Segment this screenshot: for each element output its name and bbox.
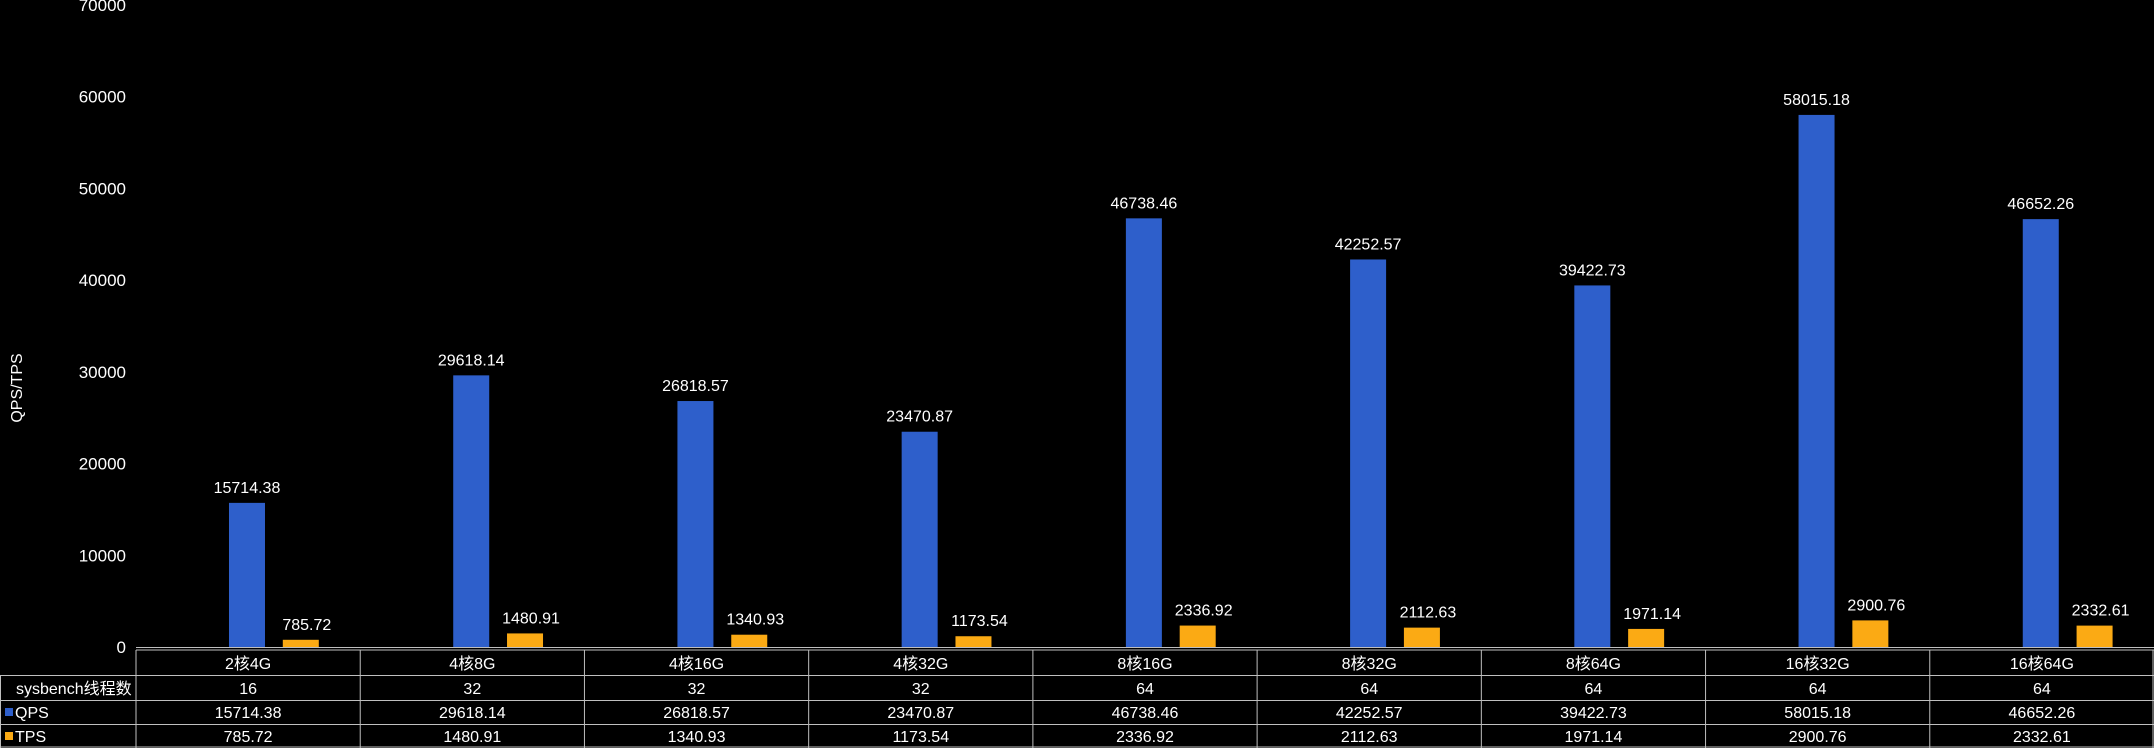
category-label: 8核64G: [1566, 655, 1621, 673]
qps-bar: [1798, 114, 1835, 648]
tps-bar: [1628, 628, 1665, 647]
category-label: 16核64G: [2010, 655, 2074, 673]
category-label: 4核8G: [449, 655, 495, 673]
qps-bar: [453, 375, 490, 647]
table-cell: 16: [239, 681, 257, 698]
tps-bar: [955, 636, 992, 647]
table-cell: 46738.46: [1112, 705, 1179, 722]
y-tick-label: 70000: [79, 0, 126, 15]
category-label: 2核4G: [225, 655, 271, 673]
table-cell: 15714.38: [215, 705, 282, 722]
qps-data-label: 42252.57: [1335, 236, 1402, 253]
table-cell: 42252.57: [1336, 705, 1403, 722]
table-cell: 26818.57: [663, 705, 730, 722]
table-cell: 2336.92: [1116, 729, 1174, 746]
y-axis-title: QPS/TPS: [9, 353, 26, 422]
tps-legend-swatch: [5, 732, 13, 740]
qps-bar: [901, 431, 938, 647]
qps-data-label: 39422.73: [1559, 262, 1626, 279]
tps-bar: [282, 639, 319, 647]
table-cell: 46652.26: [2009, 705, 2076, 722]
table-cell: 32: [912, 681, 930, 698]
table-cell: 32: [688, 681, 706, 698]
table-cell: 58015.18: [1784, 705, 1851, 722]
tps-data-label: 1971.14: [1623, 606, 1681, 623]
bars: 15714.38 29618.14 26818.57 23470.87 46738.46…: [136, 92, 2154, 648]
qps-legend-swatch: [5, 708, 13, 716]
legend-label: TPS: [15, 729, 46, 746]
tps-data-label: 2112.63: [1400, 605, 1457, 622]
y-tick-label: 20000: [79, 455, 126, 474]
legend-label: QPS: [15, 705, 49, 722]
category-label: 4核32G: [893, 655, 948, 673]
table-cell: 2112.63: [1341, 729, 1398, 746]
tps-data-label: 1173.54: [951, 613, 1008, 630]
tps-bar: [2076, 625, 2113, 647]
qps-data-label: 46738.46: [1111, 195, 1178, 212]
row-label: sysbench线程数: [16, 680, 132, 698]
table-cell: 785.72: [224, 729, 273, 746]
tps-bar: [507, 633, 544, 647]
table-cell: 23470.87: [887, 705, 954, 722]
table-cell: 2900.76: [1789, 729, 1847, 746]
table-cell: 1971.14: [1565, 729, 1623, 746]
tps-bar: [1403, 627, 1440, 647]
category-label: 8核32G: [1342, 655, 1397, 673]
qps-bar: [1350, 259, 1387, 647]
table-cell: 64: [1360, 681, 1378, 698]
table-cell: 64: [2033, 681, 2051, 698]
y-tick-label: 60000: [79, 88, 126, 107]
y-tick-label: 40000: [79, 271, 126, 290]
y-tick-label: 0: [117, 638, 126, 657]
y-tick-label: 50000: [79, 179, 126, 198]
qps-bar: [2022, 219, 2059, 647]
y-tick-label: 10000: [79, 546, 126, 565]
qps-bar: [1125, 218, 1162, 647]
table-cell: 39422.73: [1560, 705, 1627, 722]
y-axis: 0 10000 20000 30000 40000 50000 60000 70000: [79, 0, 126, 657]
tps-data-label: 1340.93: [726, 612, 784, 629]
category-label: 4核16G: [669, 655, 724, 673]
tps-data-label: 2900.76: [1847, 597, 1905, 614]
tps-bar: [731, 634, 768, 647]
tps-data-label: 1480.91: [502, 610, 560, 627]
table-cell: 64: [1585, 681, 1603, 698]
table-cell: 64: [1136, 681, 1154, 698]
tps-data-label: 785.72: [282, 617, 331, 634]
table-cell: 1480.91: [443, 729, 501, 746]
table-cell: 32: [463, 681, 481, 698]
table-cell: 2332.61: [2013, 729, 2071, 746]
qps-data-label: 15714.38: [214, 480, 281, 497]
tps-bar: [1179, 625, 1216, 647]
data-table: 2核4G 4核8G 4核16G 4核32G 8核16G 8核32G 8核64G 16核32G 1…: [0, 649, 2154, 748]
qps-data-label: 26818.57: [662, 378, 729, 395]
qps-data-label: 29618.14: [438, 352, 505, 369]
qps-data-label: 46652.26: [2007, 196, 2074, 213]
tps-data-label: 2332.61: [2072, 603, 2130, 620]
table-cell: 29618.14: [439, 705, 506, 722]
qps-bar: [677, 401, 714, 647]
qps-bar: [1574, 285, 1611, 647]
qps-bar: [228, 502, 265, 647]
category-label: 8核16G: [1117, 655, 1172, 673]
table-cell: 64: [1809, 681, 1827, 698]
table-cell: 1173.54: [892, 729, 949, 746]
qps-data-label: 58015.18: [1783, 92, 1850, 109]
y-tick-label: 30000: [79, 363, 126, 382]
tps-bar: [1852, 620, 1889, 647]
qps-data-label: 23470.87: [886, 409, 953, 426]
tps-data-label: 2336.92: [1175, 603, 1233, 620]
table-cell: 1340.93: [668, 729, 726, 746]
category-label: 16核32G: [1786, 655, 1850, 673]
